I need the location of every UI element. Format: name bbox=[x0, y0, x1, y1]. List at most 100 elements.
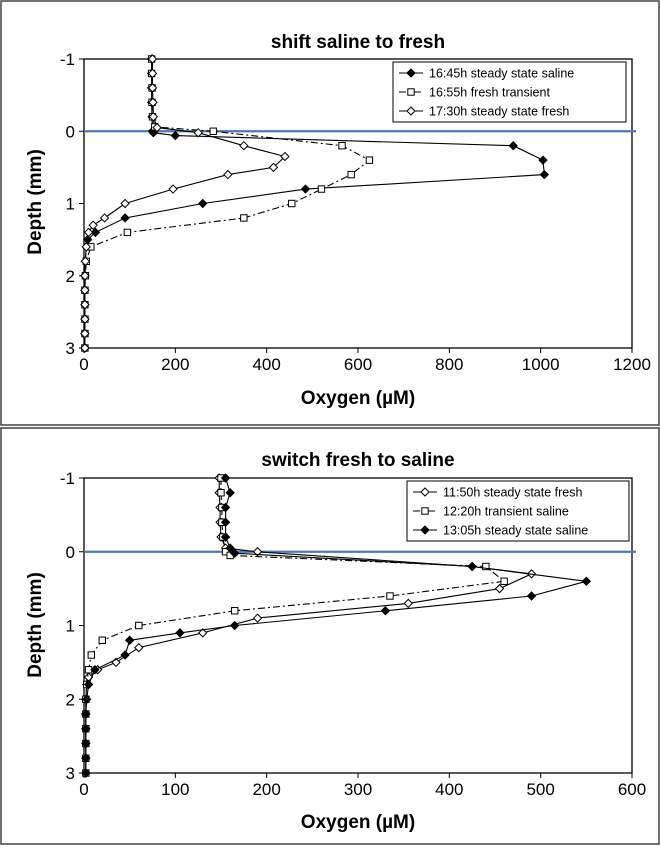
legend-item: 12:20h transient saline bbox=[413, 505, 569, 519]
x-tick-label: 500 bbox=[526, 780, 554, 799]
data-point bbox=[90, 665, 100, 675]
data-point bbox=[300, 184, 311, 194]
x-axis-label: Oxygen (µM) bbox=[301, 812, 415, 833]
data-point bbox=[365, 156, 374, 164]
data-point bbox=[209, 127, 217, 135]
legend: 11:50h steady state fresh 12:20h transien… bbox=[406, 480, 630, 542]
x-axis-label: Oxygen (µM) bbox=[301, 388, 415, 409]
legend-box bbox=[392, 61, 627, 123]
legend-box bbox=[406, 480, 630, 542]
legend-marker bbox=[420, 525, 430, 535]
data-point bbox=[99, 213, 110, 223]
y-axis-label: Depth (mm) bbox=[25, 572, 46, 678]
legend-marker bbox=[406, 68, 416, 78]
panel-switch-fresh-to-saline: switch fresh to saline Oxygen (µM) Depth… bbox=[25, 450, 646, 833]
legend-item: 11:50h steady state fresh bbox=[413, 486, 582, 500]
y-tick-label: -1 bbox=[60, 469, 75, 488]
data-point bbox=[217, 489, 225, 497]
legend-marker bbox=[420, 487, 430, 497]
data-point bbox=[240, 214, 248, 222]
data-point bbox=[80, 299, 90, 310]
data-point bbox=[288, 199, 296, 208]
x-tick-label: 800 bbox=[435, 355, 463, 374]
x-tick-label: 0 bbox=[79, 780, 88, 799]
y-tick-label: 1 bbox=[66, 195, 75, 214]
data-point bbox=[148, 112, 159, 122]
data-point bbox=[229, 620, 240, 631]
x-tick-label: 600 bbox=[618, 780, 646, 799]
x-tick-label: 400 bbox=[252, 355, 280, 374]
data-point bbox=[147, 68, 158, 79]
data-point bbox=[220, 473, 231, 483]
panel-top-frame bbox=[0, 0, 660, 426]
legend-item: 16:45h steady state saline bbox=[399, 67, 574, 81]
data-point bbox=[220, 517, 231, 527]
data-point bbox=[80, 314, 90, 324]
data-point bbox=[494, 583, 505, 594]
data-point bbox=[239, 140, 249, 151]
data-point bbox=[80, 343, 90, 353]
data-point bbox=[170, 130, 181, 141]
data-point bbox=[526, 591, 537, 601]
data-point bbox=[80, 271, 90, 281]
series-3 bbox=[81, 473, 592, 778]
data-point bbox=[120, 213, 130, 223]
data-point bbox=[81, 709, 91, 719]
data-point bbox=[220, 502, 231, 513]
panel-shift-saline-to-fresh: shift saline to fresh Oxygen (µM) Depth … bbox=[25, 32, 651, 409]
data-point bbox=[81, 242, 91, 252]
data-point bbox=[223, 169, 233, 180]
legend-marker bbox=[406, 106, 416, 116]
data-point bbox=[80, 256, 91, 267]
legend-item: 16:55h fresh transient bbox=[399, 86, 550, 100]
data-point bbox=[88, 220, 98, 230]
data-point bbox=[508, 140, 518, 151]
data-point bbox=[280, 151, 290, 162]
plot-area: 0 200 400 600 800 1000 1200 -1 0 1 2 3 bbox=[60, 50, 651, 374]
data-point bbox=[231, 607, 239, 615]
data-point bbox=[538, 155, 548, 165]
data-point bbox=[403, 598, 413, 609]
data-point bbox=[581, 576, 592, 586]
data-point bbox=[500, 577, 508, 585]
y-tick-label: 2 bbox=[66, 267, 75, 286]
data-point bbox=[82, 694, 92, 704]
data-point bbox=[467, 561, 477, 572]
data-point bbox=[380, 606, 391, 616]
data-point bbox=[220, 532, 231, 542]
y-tick-label: 0 bbox=[66, 543, 75, 562]
y-tick-label: 0 bbox=[66, 122, 75, 141]
legend-marker bbox=[407, 88, 415, 96]
data-point bbox=[148, 97, 158, 108]
data-point bbox=[193, 127, 203, 138]
data-point bbox=[268, 162, 279, 173]
y-tick-label: 3 bbox=[66, 764, 75, 783]
data-point bbox=[98, 636, 106, 644]
legend-label: 13:05h steady state saline bbox=[443, 524, 588, 538]
y-tick-label: 1 bbox=[66, 617, 75, 636]
data-point bbox=[124, 635, 135, 645]
x-tick-label: 100 bbox=[161, 780, 189, 799]
data-point bbox=[252, 613, 263, 623]
legend-label: 17:30h steady state fresh bbox=[429, 105, 569, 119]
y-tick-label: -1 bbox=[60, 50, 75, 69]
legend: 16:45h steady state saline 16:55h fresh t… bbox=[392, 61, 627, 123]
legend-label: 12:20h transient saline bbox=[443, 505, 569, 519]
y-tick-label: 3 bbox=[66, 339, 75, 358]
panel-bottom-frame bbox=[0, 427, 660, 845]
x-tick-label: 200 bbox=[161, 355, 189, 374]
plot-area: 0 100 200 300 400 500 600 -1 0 1 2 3 bbox=[60, 469, 646, 799]
x-tick-label: 300 bbox=[344, 780, 372, 799]
data-point bbox=[152, 122, 162, 133]
data-point bbox=[147, 83, 158, 93]
series-3 bbox=[80, 54, 290, 353]
x-tick-label: 1000 bbox=[522, 355, 560, 374]
data-point bbox=[317, 185, 326, 193]
y-tick-label: 2 bbox=[66, 690, 75, 709]
data-point bbox=[120, 198, 130, 209]
legend-item: 17:30h steady state fresh bbox=[399, 105, 569, 119]
data-point bbox=[168, 184, 178, 194]
data-point bbox=[120, 650, 130, 660]
data-point bbox=[81, 753, 91, 763]
